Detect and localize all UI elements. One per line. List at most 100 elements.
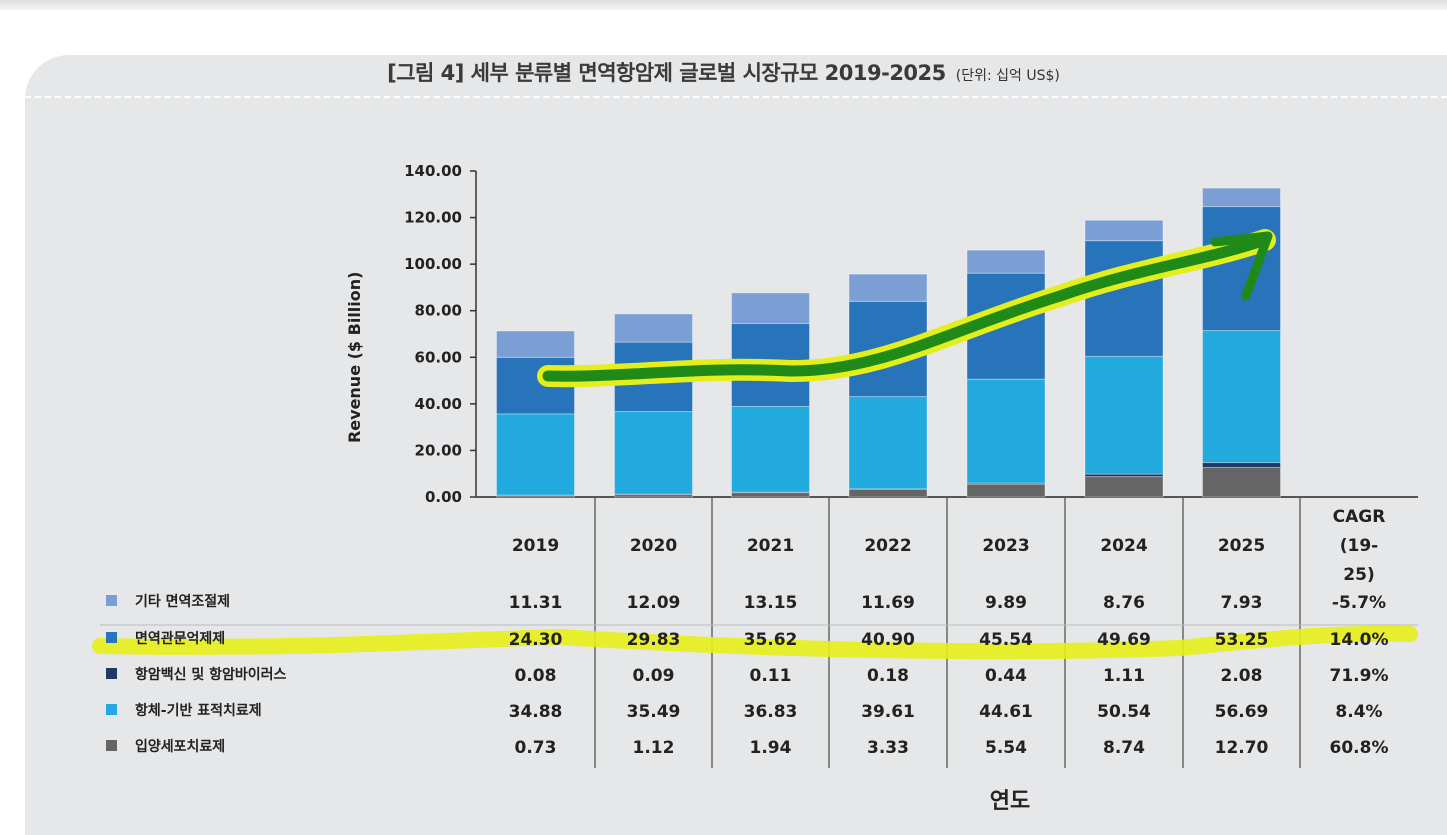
- bar-segment-2024-1: [1084, 240, 1164, 357]
- data-cell-0-0: 11.31: [509, 593, 563, 613]
- bar-segment-2021-3: [731, 405, 810, 493]
- bar-segment-2023-4: [966, 483, 1046, 498]
- data-cell-0-2: 13.15: [744, 593, 798, 613]
- data-cell-0-6: 7.93: [1221, 593, 1263, 613]
- data-cell-0-5: 8.76: [1103, 593, 1145, 613]
- data-cell-3-1: 35.49: [627, 702, 681, 722]
- data-cell-1-6: 53.25: [1215, 630, 1269, 650]
- row-label-0: 기타 면역조절제: [135, 593, 230, 610]
- bar-segment-2021-0: [731, 292, 810, 325]
- cagr-cell-3: 8.4%: [1335, 702, 1382, 722]
- data-cell-1-3: 40.90: [861, 630, 915, 650]
- row-label-1: 면역관문억제제: [135, 630, 225, 647]
- data-cell-2-4: 0.44: [985, 666, 1027, 686]
- data-cell-4-1: 1.12: [633, 738, 675, 758]
- year-header-2020: 2020: [630, 536, 677, 556]
- figure-title: [그림 4] 세부 분류별 면역항암제 글로벌 시장규모 2019-2025: [387, 61, 946, 85]
- cagr-header: (19-: [1340, 536, 1378, 556]
- year-header-2025: 2025: [1218, 536, 1265, 556]
- bar-segment-2022-0: [848, 273, 928, 302]
- figure-unit: (단위: 십억 US$): [955, 68, 1060, 84]
- data-cell-2-2: 0.11: [750, 666, 792, 686]
- data-cell-0-1: 12.09: [627, 593, 681, 613]
- bar-segment-2023-3: [966, 378, 1046, 484]
- bar-segment-2025-3: [1202, 330, 1281, 464]
- trend-arrow-line: [542, 234, 1271, 382]
- row-label-3: 항체-기반 표적치료제: [135, 702, 262, 719]
- data-cell-0-4: 9.89: [985, 593, 1027, 613]
- top-bar: [0, 0, 1447, 10]
- data-cell-2-0: 0.08: [515, 666, 557, 686]
- bar-segment-2022-3: [848, 396, 928, 490]
- data-cell-4-2: 1.94: [750, 738, 792, 758]
- y-tick-label: 40.00: [415, 395, 462, 413]
- title-divider: [25, 96, 1447, 98]
- legend-swatch-1: [106, 632, 117, 643]
- data-cell-3-0: 34.88: [509, 702, 563, 722]
- data-cell-2-3: 0.18: [867, 666, 909, 686]
- data-cell-4-3: 3.33: [867, 738, 909, 758]
- trend-arrow-head: [1210, 231, 1273, 301]
- bar-segment-2019-3: [496, 413, 575, 496]
- figure-header: [그림 4] 세부 분류별 면역항암제 글로벌 시장규모 2019-2025 (단…: [0, 57, 1447, 87]
- year-header-2019: 2019: [512, 536, 559, 556]
- y-tick-label: 100.00: [404, 255, 462, 273]
- legend-swatch-0: [106, 595, 117, 606]
- bar-segment-2024-4: [1084, 476, 1164, 498]
- bar-segment-2022-4: [848, 488, 928, 498]
- data-cell-1-4: 45.54: [979, 630, 1033, 650]
- year-header-2021: 2021: [747, 536, 794, 556]
- bar-segment-2025-4: [1202, 466, 1281, 498]
- bar-segment-2024-3: [1084, 355, 1164, 475]
- legend-swatch-2: [106, 668, 117, 679]
- legend-swatch-3: [106, 704, 117, 715]
- data-cell-2-1: 0.09: [633, 666, 675, 686]
- row-label-2: 항암백신 및 항암바이러스: [135, 666, 287, 683]
- bar-segment-2025-1: [1202, 206, 1281, 332]
- data-cell-1-5: 49.69: [1097, 630, 1151, 650]
- year-header-2024: 2024: [1100, 536, 1147, 556]
- y-tick-label: 80.00: [415, 302, 462, 320]
- data-cell-3-6: 56.69: [1215, 702, 1269, 722]
- y-tick-label: 60.00: [415, 348, 462, 366]
- cagr-cell-4: 60.8%: [1330, 738, 1389, 758]
- cagr-header: CAGR: [1333, 507, 1386, 527]
- data-cell-1-2: 35.62: [744, 630, 798, 650]
- y-tick-label: 140.00: [404, 162, 462, 180]
- year-header-2022: 2022: [864, 536, 911, 556]
- data-cell-2-6: 2.08: [1221, 666, 1263, 686]
- y-tick-label: 20.00: [415, 441, 462, 459]
- highlight-stroke-row: [92, 625, 1418, 660]
- bar-segment-2020-0: [614, 313, 693, 343]
- data-cell-4-4: 5.54: [985, 738, 1027, 758]
- y-tick-label: 0.00: [425, 488, 462, 506]
- data-cell-4-6: 12.70: [1215, 738, 1269, 758]
- data-cell-3-5: 50.54: [1097, 702, 1151, 722]
- cagr-cell-2: 71.9%: [1330, 666, 1389, 686]
- y-tick-label: 120.00: [404, 209, 462, 227]
- y-axis-label: Revenue ($ Billion): [345, 272, 364, 444]
- cagr-cell-0: -5.7%: [1332, 593, 1386, 613]
- data-cell-1-0: 24.30: [509, 630, 563, 650]
- legend-swatch-4: [106, 740, 117, 751]
- bar-segment-2023-0: [966, 249, 1046, 274]
- x-axis-label: 연도: [990, 789, 1030, 814]
- cagr-header: 25): [1343, 565, 1374, 585]
- year-header-2023: 2023: [982, 536, 1029, 556]
- bar-segment-2024-0: [1084, 219, 1164, 242]
- cagr-cell-1: 14.0%: [1330, 630, 1389, 650]
- bar-segment-2020-3: [614, 411, 693, 495]
- bar-segment-2025-0: [1202, 187, 1281, 208]
- data-cell-1-1: 29.83: [627, 630, 681, 650]
- data-cell-0-3: 11.69: [861, 593, 915, 613]
- data-cell-3-4: 44.61: [979, 702, 1033, 722]
- row-label-4: 입양세포치료제: [135, 739, 225, 755]
- data-cell-3-3: 39.61: [861, 702, 915, 722]
- bar-segment-2019-0: [496, 330, 575, 358]
- data-cell-4-5: 8.74: [1103, 738, 1145, 758]
- data-cell-3-2: 36.83: [744, 702, 798, 722]
- data-cell-4-0: 0.73: [515, 738, 557, 758]
- bar-segment-2025-2: [1202, 462, 1281, 468]
- data-cell-2-5: 1.11: [1103, 666, 1145, 686]
